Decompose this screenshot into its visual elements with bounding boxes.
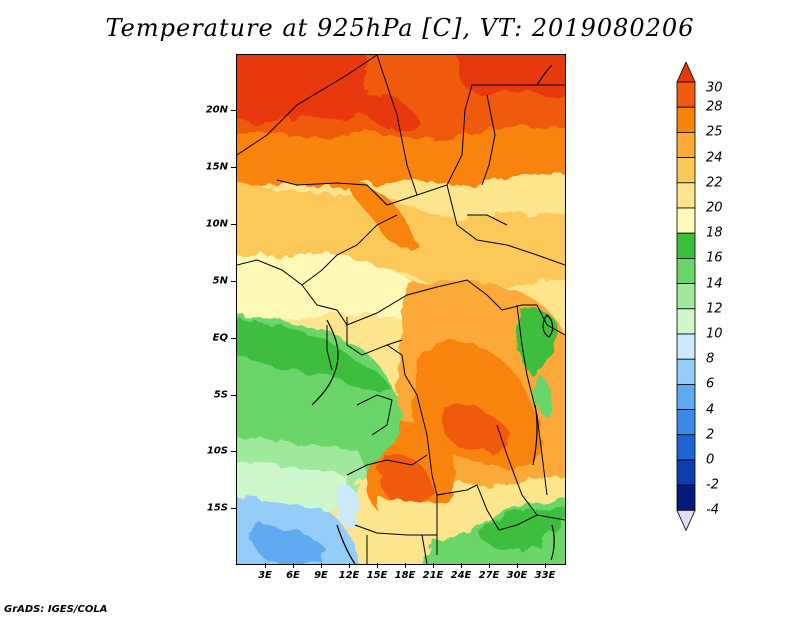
colorbar-label: 16 bbox=[706, 250, 723, 266]
lon-label-24e: 24E bbox=[450, 570, 472, 581]
colorbar-segment bbox=[676, 484, 696, 511]
colorbar-segment bbox=[676, 434, 696, 461]
colorbar-segment bbox=[676, 308, 696, 335]
lon-tick bbox=[293, 563, 294, 568]
colorbar-segment bbox=[676, 358, 696, 385]
lon-label-27e: 27E bbox=[478, 570, 500, 581]
colorbar-label: 28 bbox=[706, 99, 723, 115]
lat-label-15s: 15S bbox=[206, 502, 228, 514]
colorbar-label: 0 bbox=[706, 452, 715, 468]
colorbar-segment-bottom bbox=[676, 509, 696, 532]
lon-label-30e: 30E bbox=[506, 570, 528, 581]
lat-tick bbox=[231, 508, 236, 509]
lon-tick bbox=[461, 563, 462, 568]
chart-title: Temperature at 925hPa [C], VT: 201908020… bbox=[105, 14, 695, 42]
colorbar-segment bbox=[676, 232, 696, 259]
lon-tick bbox=[433, 563, 434, 568]
colorbar-label: -4 bbox=[706, 502, 719, 518]
lon-tick bbox=[545, 563, 546, 568]
colorbar-segment bbox=[676, 157, 696, 184]
colorbar-segment bbox=[676, 383, 696, 410]
lat-tick bbox=[231, 281, 236, 282]
colorbar-label: 4 bbox=[706, 402, 715, 418]
lat-tick bbox=[231, 167, 236, 168]
colorbar-label: 25 bbox=[706, 124, 723, 140]
lat-label-eq: EQ bbox=[212, 332, 228, 344]
colorbar-label: 14 bbox=[706, 276, 723, 292]
lat-tick bbox=[231, 110, 236, 111]
colorbar-segment-top bbox=[676, 61, 696, 83]
colorbar-segment bbox=[676, 207, 696, 234]
colorbar-label: 6 bbox=[706, 376, 715, 392]
lon-tick bbox=[377, 563, 378, 568]
lon-label-6e: 6E bbox=[286, 570, 300, 581]
colorbar-segment bbox=[676, 459, 696, 486]
colorbar-label: 10 bbox=[706, 326, 723, 342]
colorbar-label: 18 bbox=[706, 225, 723, 241]
lat-label-15n: 15N bbox=[205, 161, 228, 173]
lat-tick bbox=[231, 338, 236, 339]
colorbar-label: 20 bbox=[706, 200, 723, 216]
lon-tick bbox=[489, 563, 490, 568]
grads-credit: GrADS: IGES/COLA bbox=[4, 604, 108, 615]
lat-label-5n: 5N bbox=[212, 275, 228, 287]
lat-label-10s: 10S bbox=[206, 445, 228, 457]
colorbar-label: 12 bbox=[706, 301, 723, 317]
lon-label-21e: 21E bbox=[422, 570, 444, 581]
colorbar-segment bbox=[676, 283, 696, 310]
colorbar-label: -2 bbox=[706, 477, 719, 493]
lon-label-3e: 3E bbox=[258, 570, 272, 581]
colorbar-segment bbox=[676, 81, 696, 108]
lat-label-5s: 5S bbox=[213, 389, 228, 401]
colorbar-segment bbox=[676, 182, 696, 209]
colorbar-label: 30 bbox=[706, 80, 723, 96]
colorbar-segment bbox=[676, 132, 696, 159]
lon-label-15e: 15E bbox=[366, 570, 388, 581]
lon-label-9e: 9E bbox=[314, 570, 328, 581]
colorbar-segment bbox=[676, 409, 696, 436]
colorbar-segment bbox=[676, 333, 696, 360]
colorbar-label: 24 bbox=[706, 150, 723, 166]
lat-tick bbox=[231, 451, 236, 452]
colorbar-label: 22 bbox=[706, 175, 723, 191]
lon-label-12e: 12E bbox=[338, 570, 360, 581]
lon-label-33e: 33E bbox=[534, 570, 556, 581]
lat-tick bbox=[231, 395, 236, 396]
lon-tick bbox=[265, 563, 266, 568]
lat-tick bbox=[231, 224, 236, 225]
colorbar-label: 2 bbox=[706, 427, 715, 443]
lon-tick bbox=[349, 563, 350, 568]
lon-tick bbox=[321, 563, 322, 568]
colorbar-segment bbox=[676, 106, 696, 133]
lat-label-20n: 20N bbox=[205, 104, 228, 116]
lat-label-10n: 10N bbox=[205, 218, 228, 230]
lon-label-18e: 18E bbox=[394, 570, 416, 581]
colorbar-label: 8 bbox=[706, 351, 715, 367]
colorbar bbox=[676, 61, 696, 560]
lon-tick bbox=[405, 563, 406, 568]
colorbar-segment bbox=[676, 257, 696, 284]
temperature-map bbox=[236, 54, 566, 565]
lon-tick bbox=[517, 563, 518, 568]
